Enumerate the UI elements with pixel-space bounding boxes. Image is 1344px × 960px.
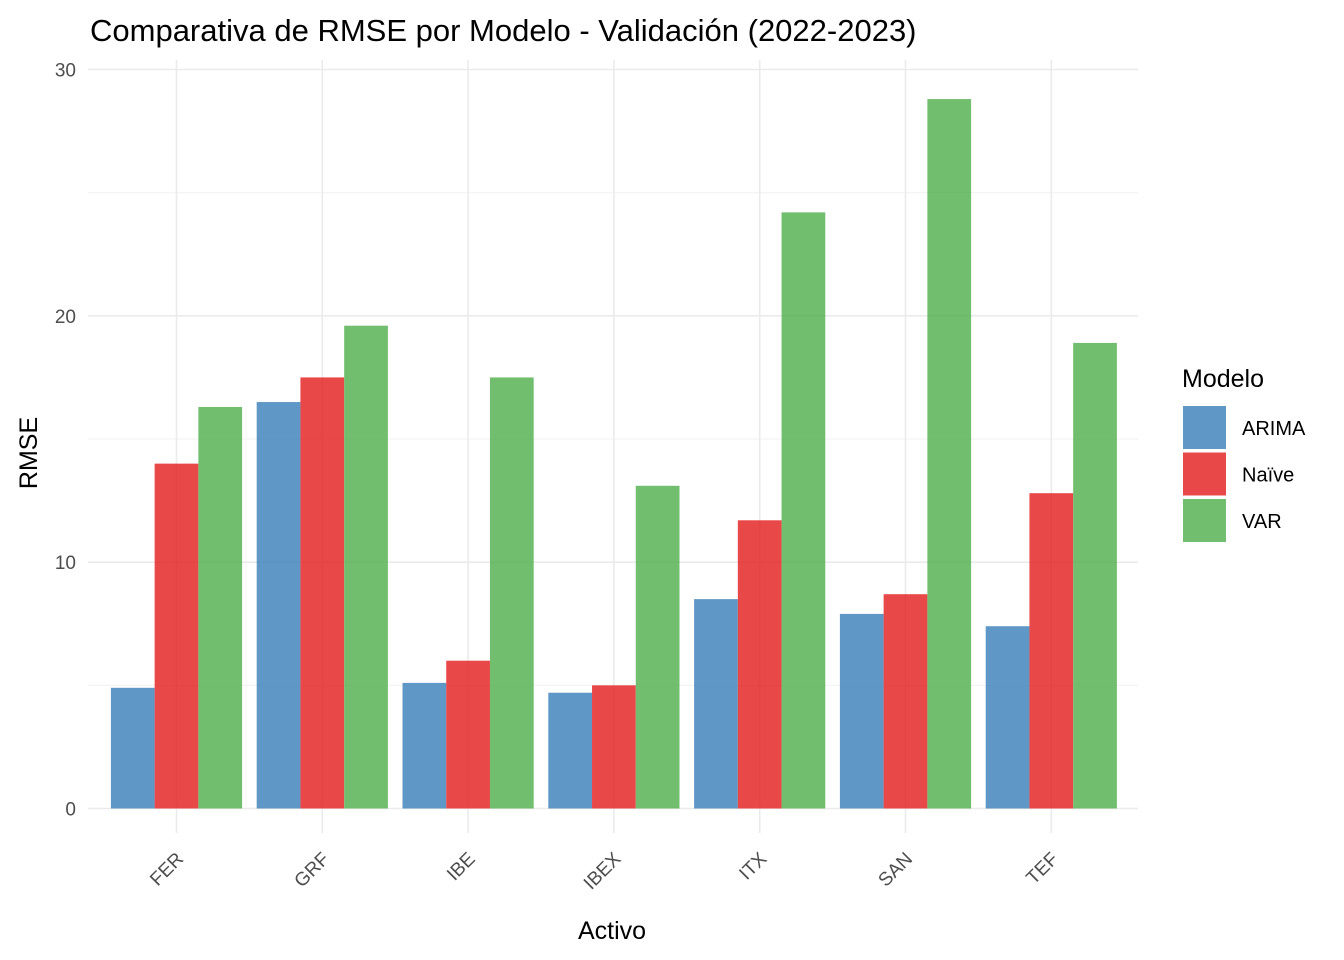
x-tick-label: ITX	[735, 848, 771, 884]
x-tick-label: FER	[146, 849, 188, 891]
bar-var-grf	[344, 325, 388, 809]
x-tick-label: GRF	[291, 849, 334, 892]
bar-arima-itx	[694, 599, 738, 809]
bar-nave-ibe	[446, 660, 490, 809]
legend-key-var	[1183, 499, 1226, 542]
bar-var-ibe	[489, 377, 534, 809]
bar-nave-fer	[154, 463, 199, 809]
y-axis-title: RMSE	[15, 417, 43, 489]
y-tick-labels: 0 10 20 30	[55, 61, 76, 821]
legend: Modelo ARIMA Naïve VAR	[1182, 365, 1306, 542]
x-tick-label: IBE	[443, 849, 480, 886]
x-tick-label: TEF	[1023, 849, 1063, 889]
y-tick-label: 30	[55, 61, 76, 82]
legend-title: Modelo	[1182, 365, 1264, 393]
bar-var-san	[927, 99, 972, 809]
y-tick-label: 0	[65, 800, 76, 821]
bar-nave-itx	[737, 520, 782, 809]
chart-title: Comparativa de RMSE por Modelo - Validac…	[90, 13, 917, 48]
bar-var-ibex	[635, 485, 680, 809]
bar-var-itx	[781, 212, 826, 809]
legend-label: VAR	[1242, 511, 1282, 533]
bar-arima-san	[839, 613, 884, 809]
bar-arima-ibex	[548, 692, 593, 809]
legend-key-nave	[1183, 452, 1226, 496]
bar-nave-san	[883, 594, 928, 809]
x-tick-label: SAN	[875, 849, 917, 891]
y-tick-label: 10	[55, 553, 76, 574]
bar-nave-tef	[1029, 493, 1074, 809]
bar-arima-fer	[110, 687, 155, 809]
legend-key-arima	[1183, 406, 1226, 449]
bar-arima-tef	[985, 626, 1030, 809]
bar-nave-grf	[300, 377, 345, 809]
bar-var-fer	[198, 406, 243, 809]
bar-var-tef	[1073, 342, 1117, 809]
x-tick-label: IBEX	[580, 848, 626, 894]
legend-label: ARIMA	[1242, 418, 1306, 440]
bar-arima-ibe	[402, 682, 447, 809]
bars-group	[110, 99, 1117, 809]
bar-arima-grf	[256, 402, 301, 809]
x-axis-title: Activo	[578, 917, 646, 945]
bar-nave-ibex	[592, 685, 636, 809]
legend-label: Naïve	[1242, 465, 1294, 487]
y-tick-label: 20	[55, 307, 76, 328]
x-tick-labels: FER GRF IBE IBEX ITX SAN TEF	[146, 848, 1063, 894]
